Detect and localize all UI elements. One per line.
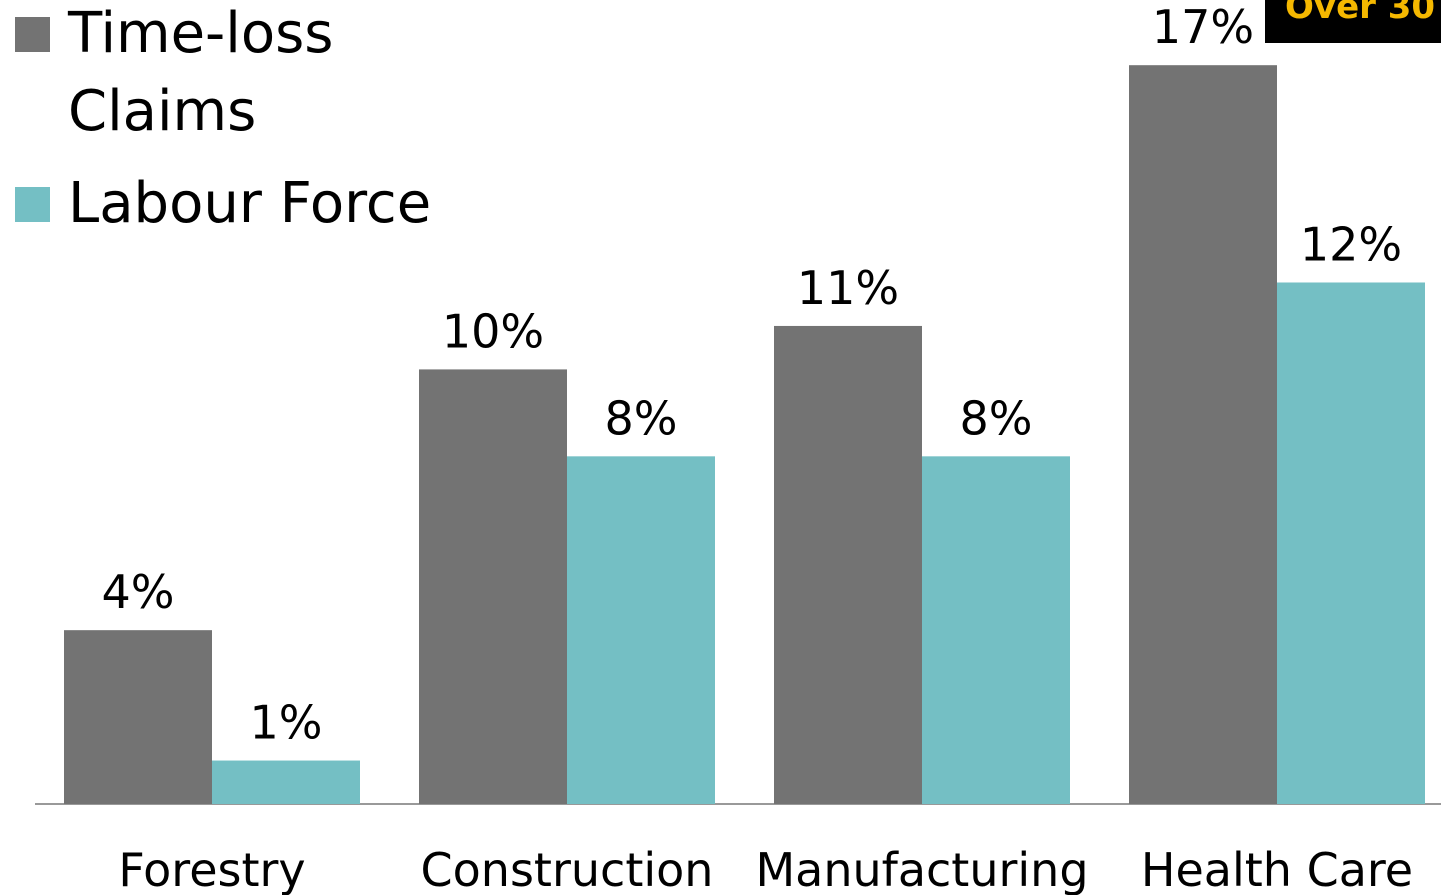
legend-label: Time-loss Claims bbox=[68, 1, 334, 144]
annotation-box bbox=[1265, 0, 1441, 43]
value-label: 12% bbox=[1300, 217, 1402, 271]
value-label: 4% bbox=[102, 565, 175, 619]
annotation: Over 30 bbox=[1285, 0, 1435, 27]
legend-swatch bbox=[15, 187, 50, 222]
x-tick-label: Health Care bbox=[1141, 843, 1413, 895]
bar bbox=[774, 325, 922, 804]
value-label: 8% bbox=[960, 391, 1033, 445]
bar bbox=[922, 456, 1070, 804]
legend-swatch bbox=[15, 17, 50, 52]
legend-label: Labour Force bbox=[68, 171, 432, 236]
value-label: 1% bbox=[250, 696, 323, 750]
bar bbox=[212, 760, 360, 804]
bar bbox=[419, 369, 567, 804]
bar bbox=[1129, 65, 1277, 804]
value-label: 10% bbox=[442, 304, 544, 358]
value-label: 8% bbox=[605, 391, 678, 445]
x-tick-label: Construction bbox=[421, 843, 714, 895]
x-tick-label: Manufacturing bbox=[755, 843, 1088, 895]
value-label: 11% bbox=[797, 261, 899, 315]
x-tick-label: Forestry bbox=[118, 843, 305, 895]
value-label: 17% bbox=[1152, 0, 1254, 54]
bar bbox=[567, 456, 715, 804]
bar bbox=[1277, 282, 1425, 805]
bar bbox=[64, 630, 212, 804]
